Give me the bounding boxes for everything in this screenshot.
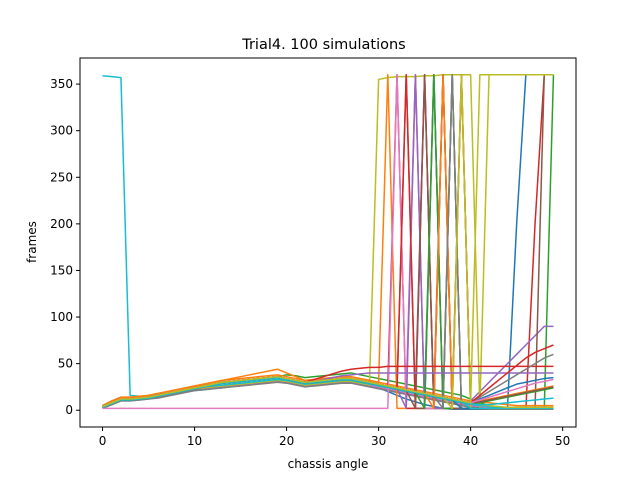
x-axis: 0 10 20 30 40 50	[99, 427, 570, 448]
chart-title: Trial4. 100 simulations	[241, 37, 406, 53]
series-line-25	[102, 74, 554, 410]
series-line-5	[102, 325, 554, 410]
series-layer	[102, 74, 555, 411]
y-tick-label: 150	[50, 263, 73, 277]
y-axis-label: frames	[25, 221, 39, 263]
series-line-20	[102, 74, 554, 410]
x-tick-label: 10	[187, 434, 202, 448]
series-line-6	[102, 74, 554, 410]
x-tick-label: 30	[371, 434, 386, 448]
x-tick-label: 40	[463, 434, 478, 448]
y-tick-label: 50	[58, 357, 73, 371]
plot-frame	[79, 57, 577, 428]
series-line-15	[102, 74, 554, 410]
series-line-18	[102, 74, 554, 410]
series-line-3	[102, 74, 555, 411]
x-tick-label: 0	[99, 434, 107, 448]
series-line-42	[102, 74, 554, 408]
y-tick-label: 0	[65, 403, 73, 417]
y-tick-label: 200	[50, 217, 73, 231]
series-line-23	[102, 74, 554, 410]
y-tick-label: 250	[50, 170, 73, 184]
series-line-26	[102, 74, 554, 410]
series-line-2	[102, 74, 554, 411]
y-axis: 0 50 100 150 200 250 300 350	[50, 77, 80, 417]
y-tick-label: 100	[50, 310, 73, 324]
series-line-1	[102, 74, 554, 411]
series-line-24	[102, 74, 554, 410]
series-line-28	[102, 74, 554, 410]
y-tick-label: 350	[50, 77, 73, 91]
series-line-13	[102, 74, 554, 410]
series-line-4	[102, 74, 554, 411]
series-line-12	[102, 74, 554, 410]
series-line-17	[102, 74, 554, 410]
series-line-9	[102, 74, 554, 410]
series-line-41	[102, 376, 554, 409]
x-tick-label: 20	[279, 434, 294, 448]
series-line-14	[102, 74, 554, 410]
y-tick-label: 300	[50, 124, 73, 138]
series-line-22	[102, 74, 554, 410]
series-line-27	[102, 74, 554, 410]
series-line-21	[102, 74, 554, 410]
series-line-16	[102, 74, 554, 410]
series-line-19	[102, 74, 554, 410]
x-axis-label: chassis angle	[288, 457, 369, 471]
x-tick-label: 50	[555, 434, 570, 448]
